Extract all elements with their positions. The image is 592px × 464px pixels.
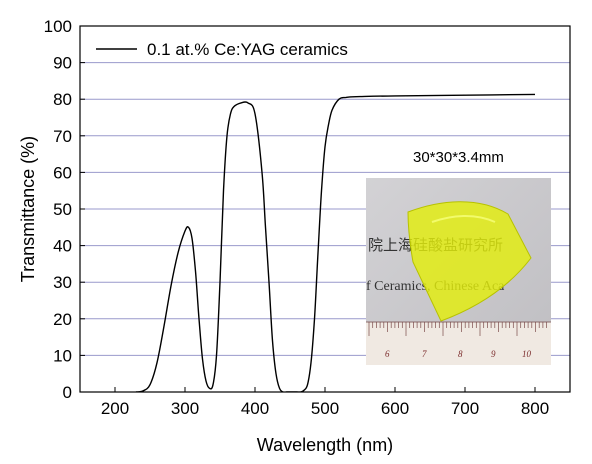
x-tick-label: 500 [311, 399, 339, 418]
y-tick-label: 0 [63, 383, 72, 402]
y-tick-label: 20 [53, 310, 72, 329]
y-tick-label: 60 [53, 163, 72, 182]
y-axis: 0 10 20 30 40 50 60 70 80 90 100 [44, 17, 85, 402]
sample-photo: 院上海硅酸盐研究所 f Ceramics, Chinese Aca 6 7 8 … [366, 178, 551, 365]
y-tick-label: 30 [53, 273, 72, 292]
y-tick-label: 80 [53, 90, 72, 109]
y-tick-label: 50 [53, 200, 72, 219]
gridlines [80, 62, 570, 356]
legend: 0.1 at.% Ce:YAG ceramics [96, 40, 348, 59]
ruler-number: 7 [422, 349, 427, 359]
legend-label: 0.1 at.% Ce:YAG ceramics [147, 40, 348, 59]
ruler-number: 6 [385, 349, 390, 359]
x-tick-label: 600 [381, 399, 409, 418]
x-tick-label: 400 [241, 399, 269, 418]
ruler-number: 10 [522, 349, 532, 359]
x-tick-label: 700 [451, 399, 479, 418]
x-axis-title: Wavelength (nm) [257, 435, 393, 455]
x-tick-label: 200 [101, 399, 129, 418]
series-line [135, 93, 536, 392]
y-tick-label: 40 [53, 237, 72, 256]
ruler-number: 8 [458, 349, 463, 359]
ruler-number: 9 [491, 349, 496, 359]
y-tick-label: 100 [44, 17, 72, 36]
y-tick-label: 10 [53, 346, 72, 365]
sample-size-annotation: 30*30*3.4mm [413, 149, 504, 166]
y-tick-label: 70 [53, 127, 72, 146]
ruler: 6 7 8 9 10 [366, 321, 551, 365]
y-tick-label: 90 [53, 54, 72, 73]
x-tick-label: 300 [171, 399, 199, 418]
y-axis-title: Transmittance (%) [18, 136, 38, 282]
x-axis: 200 300 400 500 600 700 800 [101, 387, 549, 418]
ceramic-sample [407, 201, 532, 322]
x-tick-label: 800 [521, 399, 549, 418]
